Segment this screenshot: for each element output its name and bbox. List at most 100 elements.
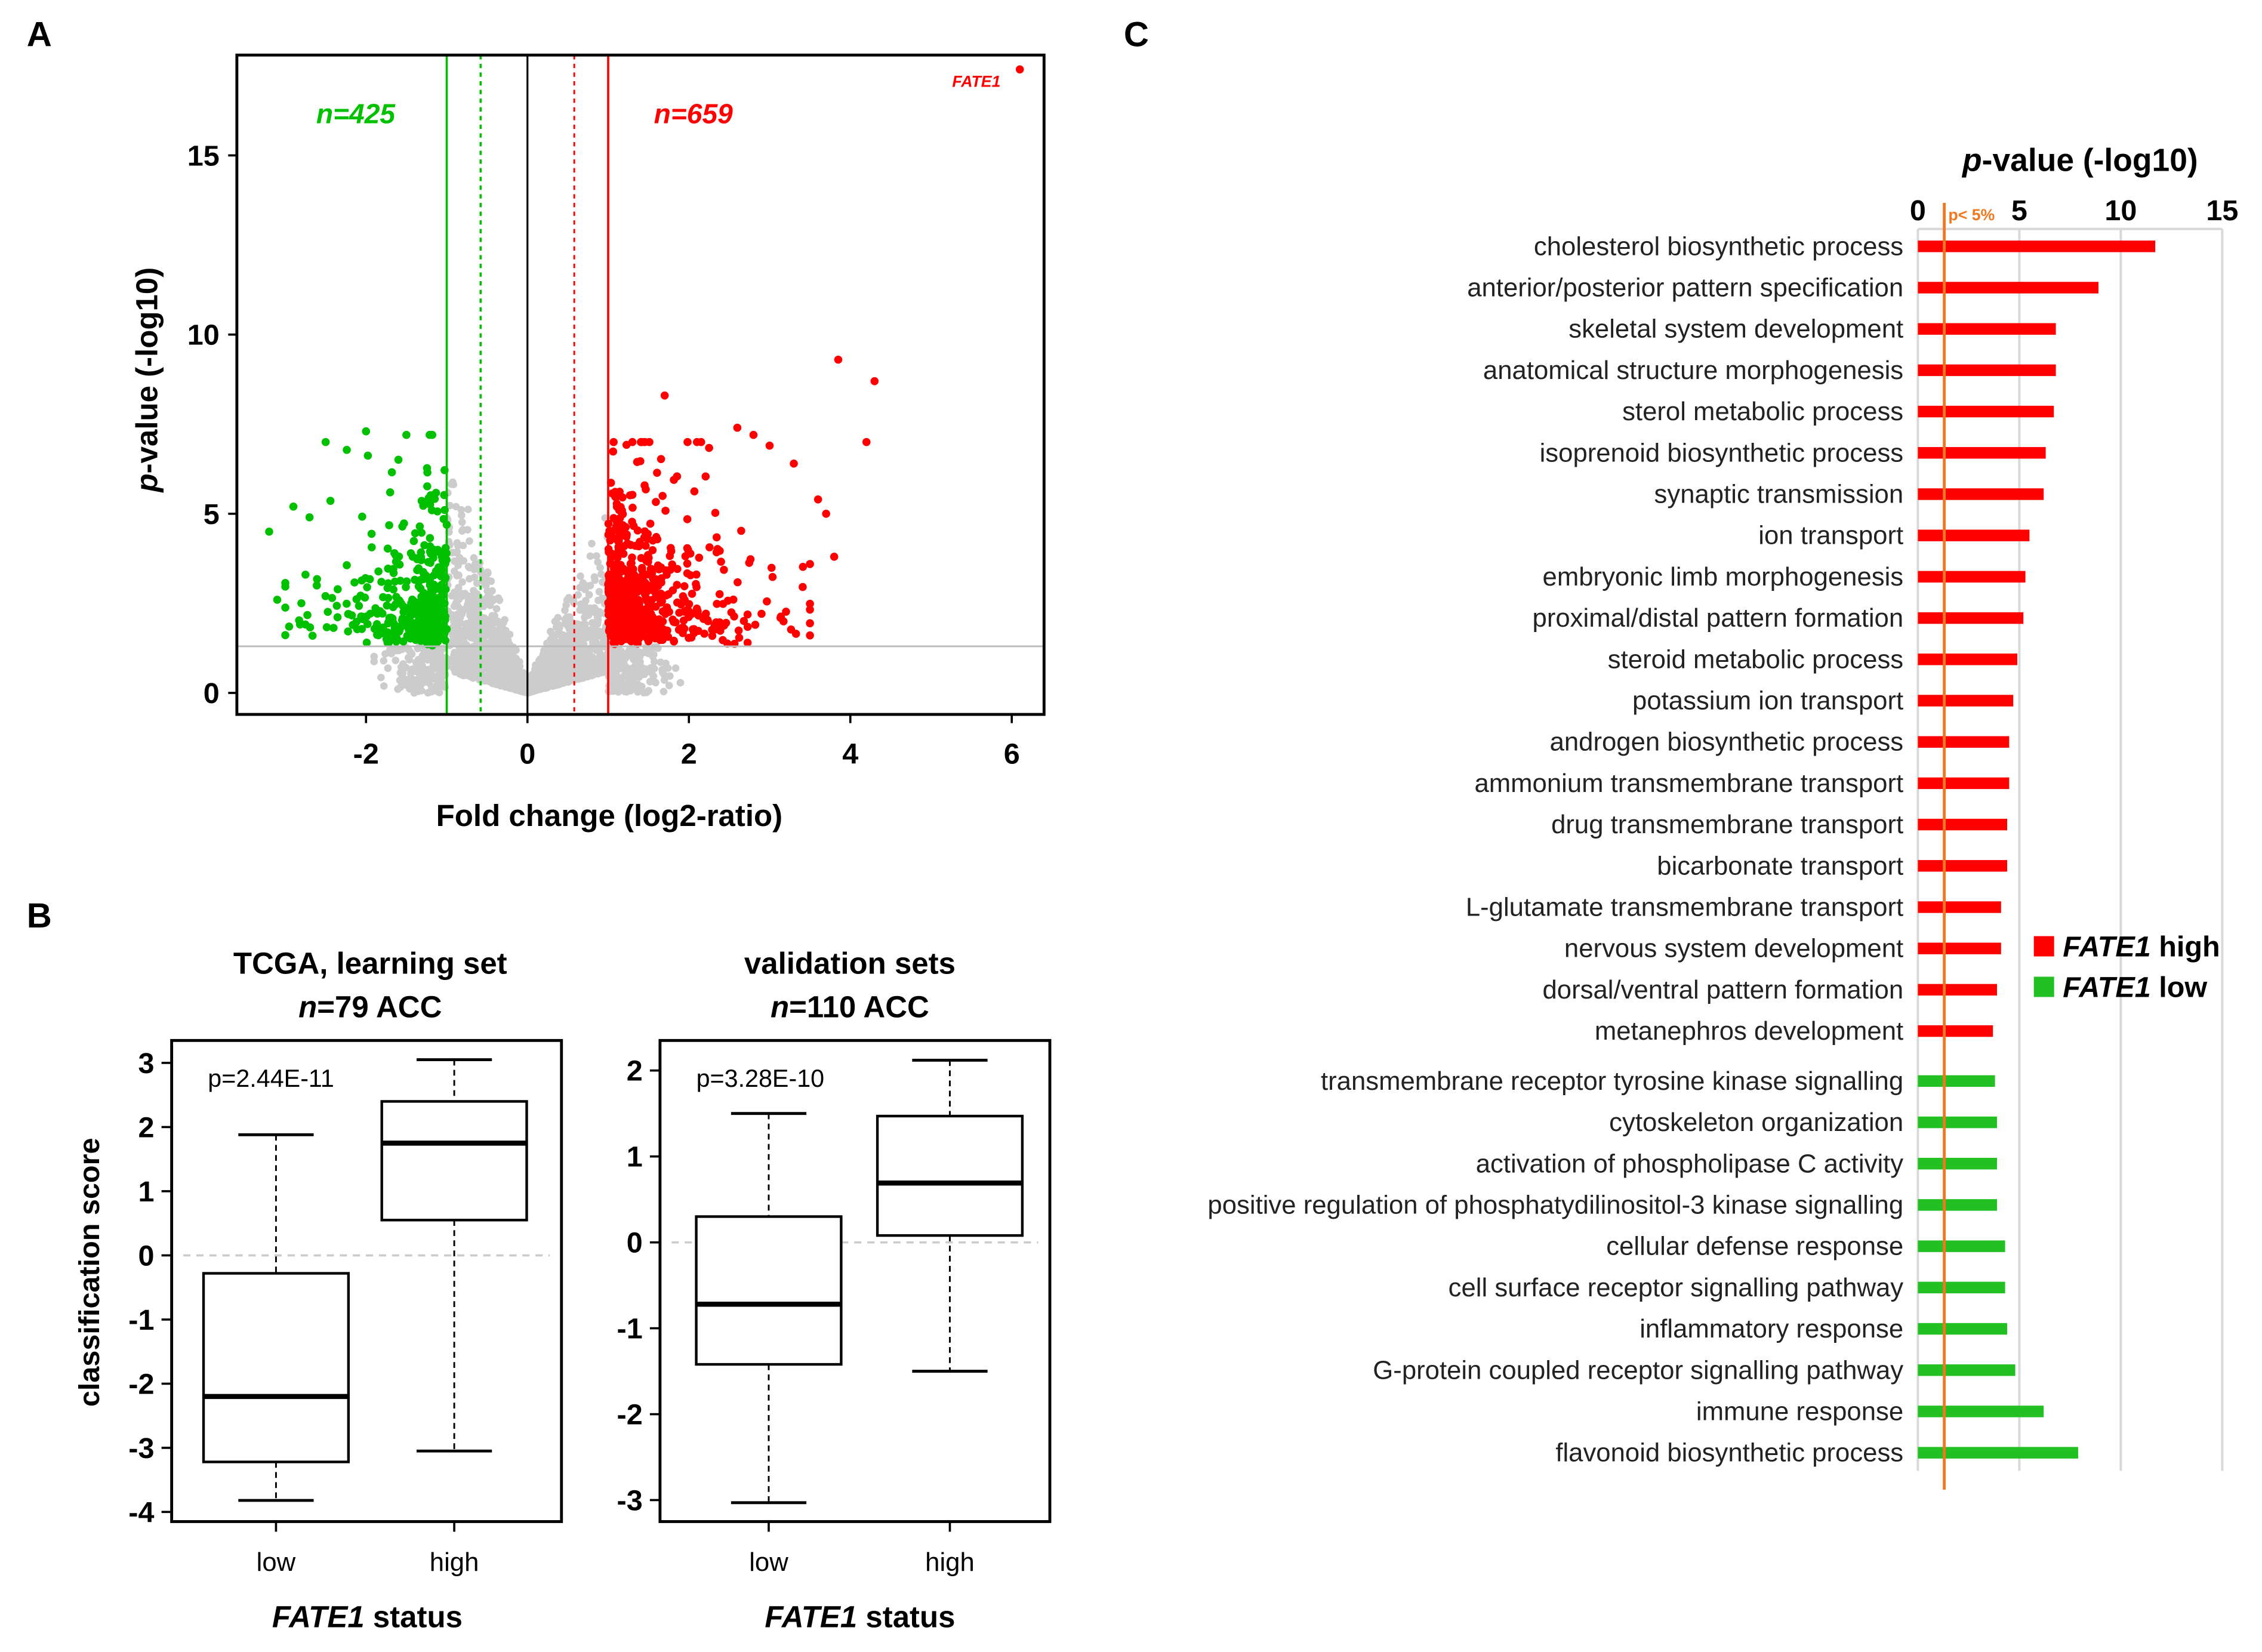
up-point: [627, 593, 636, 602]
bar: [1918, 818, 2008, 831]
up-point: [751, 621, 760, 629]
y-tick-label: -3: [128, 1432, 154, 1465]
down-point: [383, 544, 392, 553]
down-point: [393, 634, 401, 643]
up-point: [692, 570, 701, 579]
ns-point: [384, 664, 392, 672]
up-point: [870, 377, 879, 386]
down-point: [409, 537, 418, 545]
go-enrichment-chart: p-value (-log10) p< 5% 0 5 10 15 cholesterol…: [1207, 143, 2238, 1490]
box-high: [876, 1114, 1024, 1237]
ns-point: [574, 591, 582, 599]
ns-point: [473, 636, 481, 644]
ns-point: [614, 661, 622, 669]
ns-point: [547, 627, 554, 636]
down-point: [389, 565, 397, 574]
down-point: [429, 550, 437, 558]
ns-point: [579, 674, 587, 682]
term-label: flavonoid biosynthetic process: [1555, 1438, 1903, 1468]
ns-point: [436, 657, 443, 665]
ns-point: [534, 670, 543, 678]
up-point: [705, 443, 713, 452]
ns-point: [469, 644, 477, 652]
down-point: [273, 596, 282, 604]
title-count: =110 ACC: [789, 990, 929, 1024]
term-label: isoprenoid biosynthetic process: [1540, 438, 1904, 467]
ns-point: [452, 548, 460, 556]
volcano-axes: -2 0 2 4 6 0 5 10 15: [187, 140, 1020, 770]
box-title-line2: n=79 ACC: [298, 990, 442, 1024]
y-tick-label: 15: [187, 140, 220, 172]
up-point: [683, 569, 692, 578]
ns-point: [629, 676, 637, 685]
up-point: [735, 633, 744, 642]
up-point: [746, 555, 755, 563]
up-point: [648, 624, 657, 633]
ns-point: [624, 670, 632, 678]
ns-point: [634, 686, 643, 695]
up-point: [634, 596, 643, 605]
up-point: [765, 441, 774, 450]
up-point: [618, 578, 627, 587]
volcano-threshold-lines: [236, 55, 1044, 715]
down-point: [400, 519, 408, 528]
p-value-label: p=3.28E-10: [697, 1065, 825, 1092]
down-point: [358, 625, 366, 633]
up-point: [611, 636, 620, 645]
ns-point: [562, 638, 569, 646]
up-point: [634, 633, 642, 641]
x-label-rest: status: [365, 1600, 463, 1634]
ns-point: [584, 611, 593, 619]
up-point: [713, 600, 721, 608]
down-point: [297, 599, 306, 608]
bar: [1918, 612, 2024, 624]
ns-point: [424, 651, 432, 659]
up-point: [776, 614, 785, 622]
ns-point: [491, 680, 500, 688]
down-point: [367, 529, 376, 538]
up-point: [622, 532, 631, 541]
down-point: [427, 616, 436, 625]
up-point: [683, 559, 692, 568]
bar: [1918, 1075, 1995, 1087]
ns-point: [595, 588, 603, 596]
up-point: [690, 487, 699, 496]
down-point: [430, 495, 439, 503]
ns-point: [485, 651, 494, 658]
y-tick-label: 1: [138, 1176, 154, 1208]
up-point: [712, 533, 721, 542]
up-point: [711, 508, 720, 517]
down-point: [394, 455, 403, 464]
up-point: [658, 492, 667, 500]
up-point: [661, 506, 670, 515]
ns-point: [463, 652, 470, 661]
up-point: [642, 485, 650, 494]
down-point: [367, 543, 376, 551]
ns-point: [412, 658, 420, 667]
ns-point: [433, 682, 442, 689]
ns-point: [486, 624, 494, 633]
up-point: [660, 391, 669, 400]
term-label: proximal/distal pattern formation: [1533, 603, 1904, 633]
ns-point: [577, 572, 584, 580]
ns-point: [466, 537, 473, 545]
ns-point: [380, 657, 388, 665]
ns-point: [457, 506, 466, 514]
up-point: [739, 617, 748, 625]
ns-point: [446, 501, 454, 510]
ns-point: [605, 682, 614, 690]
down-point: [419, 575, 428, 584]
ns-point: [577, 600, 585, 608]
ns-point: [506, 630, 514, 639]
box-frame: [170, 1038, 563, 1523]
up-point: [625, 491, 634, 500]
down-point: [412, 634, 421, 642]
down-point: [437, 631, 446, 639]
ns-point: [432, 652, 440, 659]
up-point: [685, 600, 694, 608]
ns-point: [458, 518, 466, 526]
ns-point: [504, 636, 512, 645]
y-tick-label: -2: [128, 1368, 154, 1400]
down-point: [414, 564, 423, 573]
down-point: [434, 563, 443, 572]
